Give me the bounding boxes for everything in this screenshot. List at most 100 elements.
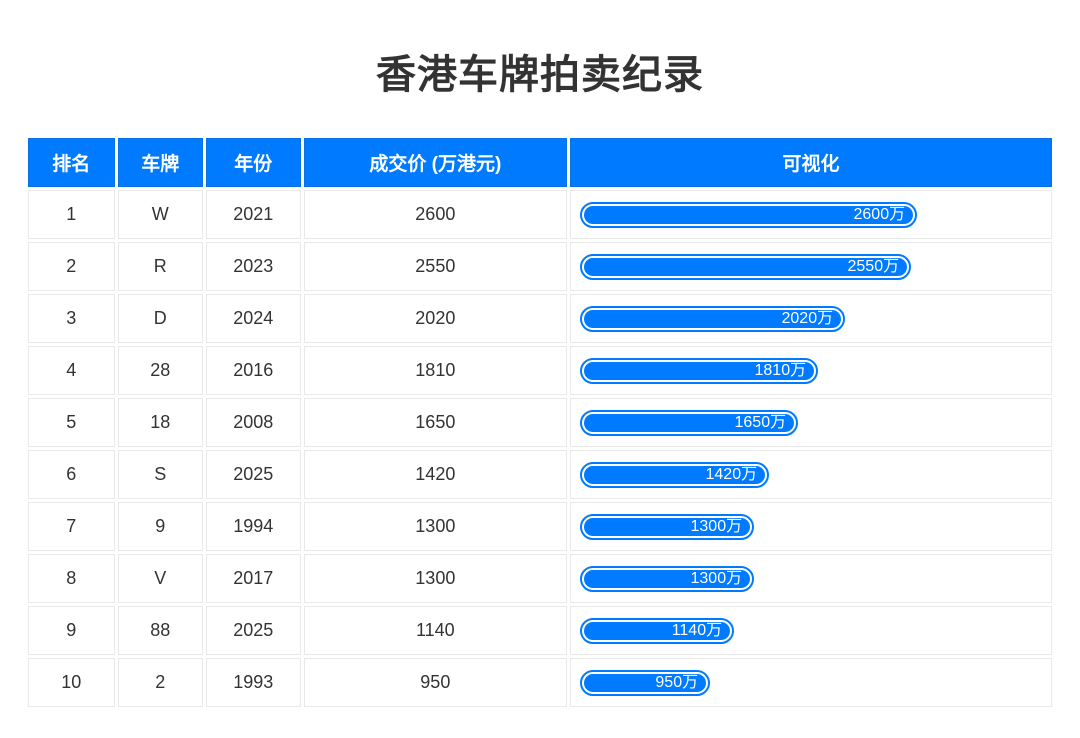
- cell-plate: 9: [117, 502, 203, 551]
- cell-price: 1420: [303, 450, 568, 499]
- cell-visualization: 950万: [570, 658, 1052, 707]
- table-row: 9 88 2025 1140 1140万: [28, 606, 1052, 655]
- cell-rank: 9: [28, 606, 115, 655]
- cell-visualization: 1650万: [570, 398, 1052, 447]
- table-header: 排名 车牌 年份 成交价 (万港元) 可视化: [28, 138, 1052, 187]
- table-body: 1 W 2021 2600 2600万 2 R 2023 2550 2550万: [28, 190, 1052, 707]
- header-cell-rank: 排名: [28, 138, 115, 187]
- cell-year: 1993: [206, 658, 301, 707]
- price-bar: 2550万: [580, 253, 912, 280]
- cell-year: 2017: [206, 554, 301, 603]
- price-bar-label: 950万: [655, 673, 699, 691]
- price-bar: 2020万: [580, 305, 846, 332]
- price-bar: 1650万: [580, 409, 799, 436]
- price-bar-fill: 1420万: [584, 465, 766, 484]
- price-bar: 1420万: [580, 461, 770, 488]
- cell-year: 1994: [206, 502, 301, 551]
- cell-year: 2025: [206, 450, 301, 499]
- table-row: 1 W 2021 2600 2600万: [28, 190, 1052, 239]
- cell-year: 2008: [206, 398, 301, 447]
- cell-plate: 18: [117, 398, 203, 447]
- cell-plate: 88: [117, 606, 203, 655]
- cell-year: 2024: [206, 294, 301, 343]
- cell-plate: W: [117, 190, 203, 239]
- header-cell-price: 成交价 (万港元): [303, 138, 568, 187]
- cell-year: 2025: [206, 606, 301, 655]
- cell-year: 2023: [206, 242, 301, 291]
- price-bar-fill: 1810万: [584, 361, 815, 380]
- price-bar: 1300万: [580, 513, 755, 540]
- cell-rank: 6: [28, 450, 115, 499]
- price-bar-fill: 1650万: [584, 413, 795, 432]
- header-cell-plate: 车牌: [117, 138, 203, 187]
- cell-price: 1140: [303, 606, 568, 655]
- cell-visualization: 2020万: [570, 294, 1052, 343]
- cell-plate: D: [117, 294, 203, 343]
- cell-year: 2021: [206, 190, 301, 239]
- cell-rank: 8: [28, 554, 115, 603]
- cell-rank: 7: [28, 502, 115, 551]
- cell-price: 1650: [303, 398, 568, 447]
- price-bar-fill: 1300万: [584, 517, 751, 536]
- price-bar-label: 1140万: [671, 621, 723, 639]
- cell-visualization: 2550万: [570, 242, 1052, 291]
- cell-rank: 4: [28, 346, 115, 395]
- cell-plate: 2: [117, 658, 203, 707]
- table-row: 2 R 2023 2550 2550万: [28, 242, 1052, 291]
- table-row: 7 9 1994 1300 1300万: [28, 502, 1052, 551]
- header-cell-visualization: 可视化: [570, 138, 1052, 187]
- cell-visualization: 1420万: [570, 450, 1052, 499]
- cell-price: 1300: [303, 502, 568, 551]
- cell-visualization: 1300万: [570, 502, 1052, 551]
- cell-price: 2020: [303, 294, 568, 343]
- cell-price: 1810: [303, 346, 568, 395]
- price-bar: 2600万: [580, 201, 918, 228]
- price-bar-label: 2600万: [853, 205, 906, 223]
- cell-price: 950: [303, 658, 568, 707]
- cell-rank: 5: [28, 398, 115, 447]
- page-title: 香港车牌拍卖纪录: [376, 53, 704, 97]
- cell-visualization: 1140万: [570, 606, 1052, 655]
- cell-price: 2600: [303, 190, 568, 239]
- price-bar: 1300万: [580, 565, 755, 592]
- price-bar-fill: 2550万: [584, 257, 908, 276]
- table-row: 4 28 2016 1810 1810万: [28, 346, 1052, 395]
- cell-rank: 1: [28, 190, 115, 239]
- cell-rank: 3: [28, 294, 115, 343]
- price-bar-label: 1810万: [754, 361, 807, 379]
- cell-price: 2550: [303, 242, 568, 291]
- cell-year: 2016: [206, 346, 301, 395]
- price-bar-fill: 1140万: [584, 621, 731, 640]
- table-row: 10 2 1993 950 950万: [28, 658, 1052, 707]
- cell-plate: V: [117, 554, 203, 603]
- table-row: 5 18 2008 1650 1650万: [28, 398, 1052, 447]
- cell-rank: 10: [28, 658, 115, 707]
- price-bar: 950万: [580, 669, 711, 696]
- cell-plate: 28: [117, 346, 203, 395]
- price-bar-label: 2550万: [847, 257, 900, 275]
- price-bar-label: 1420万: [705, 465, 758, 483]
- table-row: 6 S 2025 1420 1420万: [28, 450, 1052, 499]
- cell-price: 1300: [303, 554, 568, 603]
- auction-records-table: 排名 车牌 年份 成交价 (万港元) 可视化 1 W 2021 2600 260…: [25, 135, 1055, 710]
- header-cell-year: 年份: [206, 138, 301, 187]
- cell-visualization: 1810万: [570, 346, 1052, 395]
- price-bar: 1810万: [580, 357, 819, 384]
- table-row: 8 V 2017 1300 1300万: [28, 554, 1052, 603]
- price-bar-fill: 2020万: [584, 309, 842, 328]
- cell-visualization: 2600万: [570, 190, 1052, 239]
- price-bar-fill: 1300万: [584, 569, 751, 588]
- price-bar-label: 1300万: [690, 517, 743, 535]
- price-bar-label: 1300万: [690, 569, 743, 587]
- price-bar: 1140万: [580, 617, 735, 644]
- table-header-row: 排名 车牌 年份 成交价 (万港元) 可视化: [28, 138, 1052, 187]
- price-bar-label: 1650万: [734, 413, 787, 431]
- cell-rank: 2: [28, 242, 115, 291]
- price-bar-fill: 950万: [584, 673, 707, 692]
- cell-visualization: 1300万: [570, 554, 1052, 603]
- cell-plate: S: [117, 450, 203, 499]
- table-row: 3 D 2024 2020 2020万: [28, 294, 1052, 343]
- price-bar-fill: 2600万: [584, 205, 914, 224]
- price-bar-label: 2020万: [781, 309, 834, 327]
